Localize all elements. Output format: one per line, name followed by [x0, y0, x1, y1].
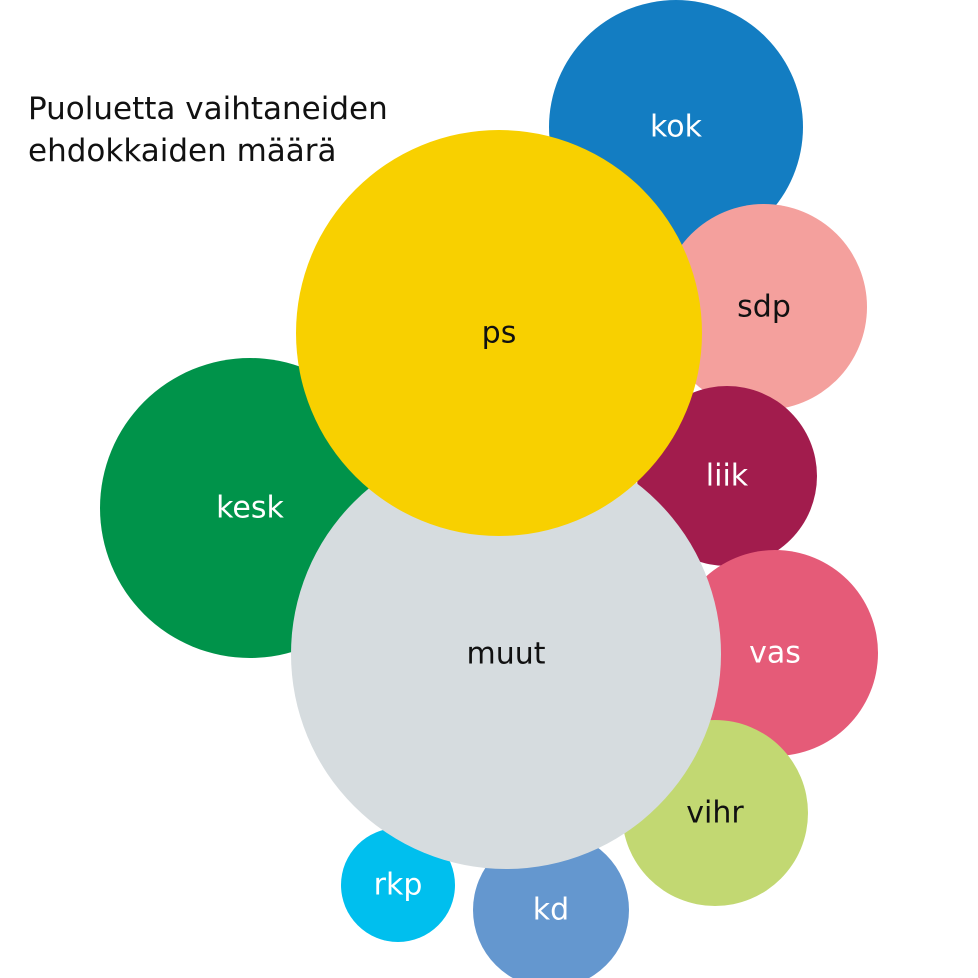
- bubble-circle-muut: [291, 439, 721, 869]
- bubble-circle-sdp: [661, 204, 867, 410]
- bubble-liik: liik: [637, 386, 817, 566]
- bubble-label-kesk: kesk: [216, 491, 284, 526]
- bubble-label-kok: kok: [650, 110, 703, 145]
- bubble-label-ps: ps: [482, 316, 517, 351]
- bubble-label-liik: liik: [706, 459, 749, 494]
- bubble-ps: ps: [296, 130, 702, 536]
- bubble-vas: vas: [672, 550, 878, 756]
- bubble-circle-vas: [672, 550, 878, 756]
- bubble-circle-rkp: [341, 828, 455, 942]
- bubble-label-kd: kd: [533, 893, 569, 928]
- chart-title-line-2: ehdokkaiden määrä: [28, 133, 337, 169]
- bubble-sdp: sdp: [661, 204, 867, 410]
- bubble-circle-ps: [296, 130, 702, 536]
- bubble-rkp: rkp: [341, 828, 455, 942]
- bubble-label-muut: muut: [466, 637, 545, 672]
- bubble-label-rkp: rkp: [374, 868, 423, 903]
- bubble-label-vas: vas: [749, 636, 801, 671]
- chart-title-line-1: Puoluetta vaihtaneiden: [28, 91, 388, 127]
- bubble-muut: muut: [291, 439, 721, 869]
- bubble-label-vihr: vihr: [686, 796, 744, 831]
- bubble-circle-liik: [637, 386, 817, 566]
- bubble-label-sdp: sdp: [737, 290, 791, 325]
- chart-title: Puoluetta vaihtaneiden ehdokkaiden määrä: [28, 88, 408, 172]
